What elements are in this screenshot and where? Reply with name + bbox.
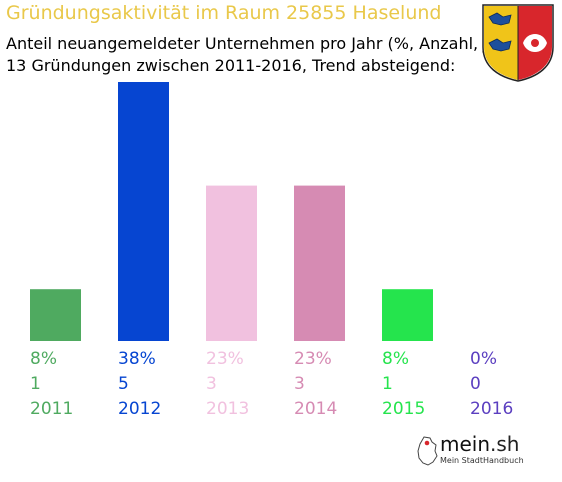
bar-2011 (30, 289, 81, 341)
bar-2012 (118, 82, 169, 341)
year-label-2015: 2015 (382, 399, 425, 419)
percent-label-2014: 23% (294, 349, 332, 369)
year-label-2016: 2016 (470, 399, 513, 419)
count-label-2012: 5 (118, 374, 129, 394)
coat-of-arms-icon (482, 4, 554, 82)
mein-sh-logo: mein.sh Mein StadtHandbuch (416, 432, 528, 472)
count-label-2013: 3 (206, 374, 217, 394)
bar-2015 (382, 289, 433, 341)
count-label-2015: 1 (382, 374, 393, 394)
bar-2013 (206, 185, 257, 341)
year-label-2013: 2013 (206, 399, 249, 419)
percent-label-2015: 8% (382, 349, 409, 369)
percent-label-2016: 0% (470, 349, 497, 369)
bar-2014 (294, 185, 345, 341)
chart-subtitle-1: Anteil neuangemeldeter Unternehmen pro J… (6, 34, 521, 53)
count-label-2016: 0 (470, 374, 481, 394)
count-label-2011: 1 (30, 374, 41, 394)
logo-text: mein.sh (440, 432, 520, 456)
chart-title: Gründungsaktivität im Raum 25855 Haselun… (6, 2, 442, 24)
year-label-2012: 2012 (118, 399, 161, 419)
percent-label-2013: 23% (206, 349, 244, 369)
year-label-2011: 2011 (30, 399, 73, 419)
logo-tagline: Mein StadtHandbuch (440, 456, 524, 465)
germany-map-icon (417, 436, 438, 466)
count-label-2014: 3 (294, 374, 305, 394)
chart-subtitle-2: 13 Gründungen zwischen 2011-2016, Trend … (6, 56, 456, 75)
percent-label-2012: 38% (118, 349, 156, 369)
year-label-2014: 2014 (294, 399, 337, 419)
percent-label-2011: 8% (30, 349, 57, 369)
